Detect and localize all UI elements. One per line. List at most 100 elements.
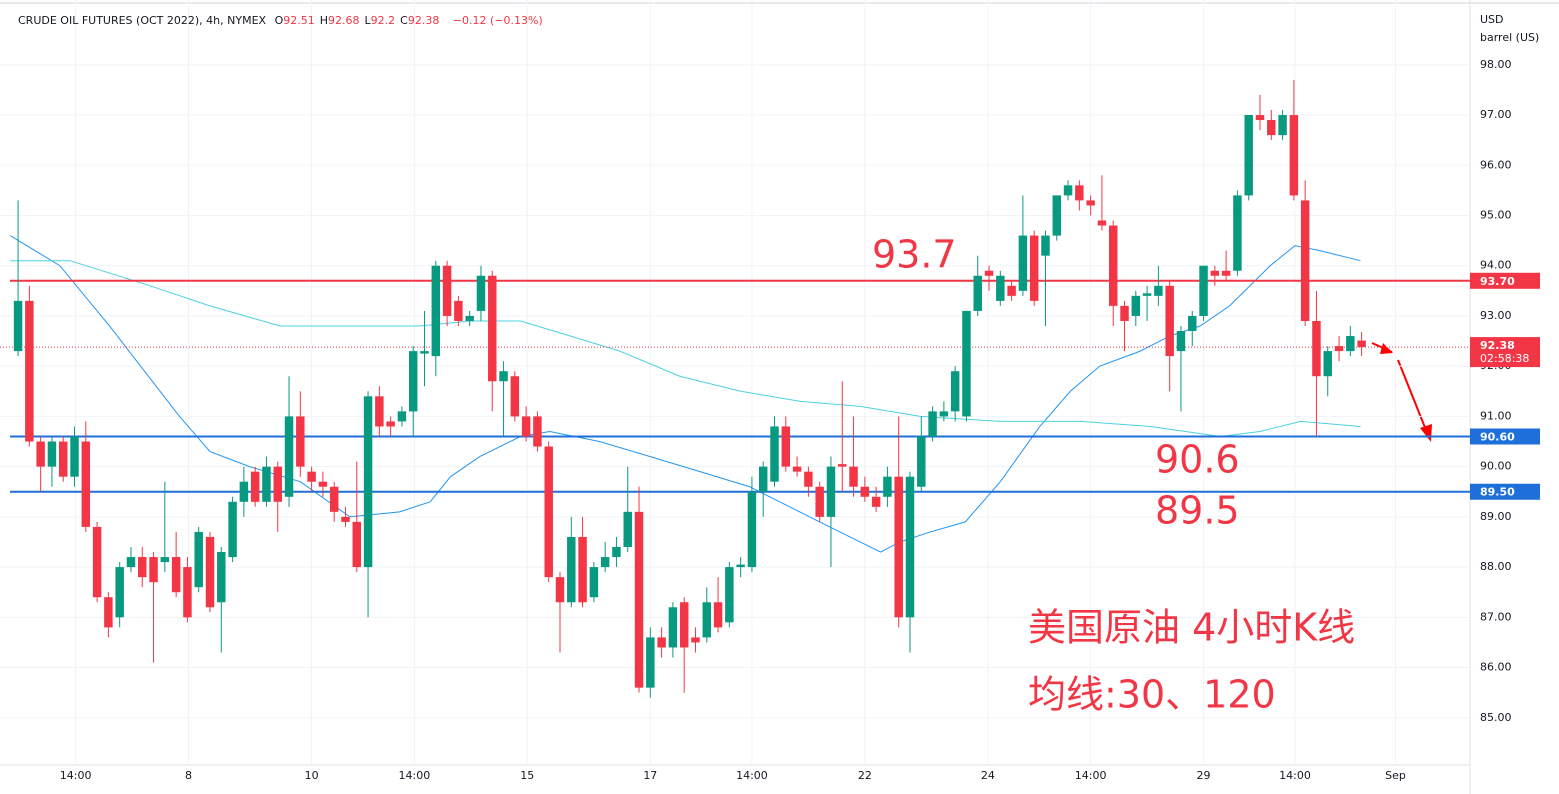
candle-body: [623, 511, 632, 548]
candle-body: [149, 557, 158, 583]
candle-body: [1154, 285, 1163, 296]
candle-body: [770, 426, 779, 482]
candle-body: [465, 315, 474, 321]
candle-body: [826, 466, 836, 517]
candle-body: [318, 481, 328, 487]
arrow-head: [1380, 343, 1393, 354]
candle-body: [996, 275, 1005, 301]
candle-body: [138, 557, 147, 578]
candle-body: [1221, 270, 1231, 276]
candle-body: [499, 371, 508, 382]
candle-body: [917, 436, 926, 487]
candle-body: [736, 564, 745, 568]
candle-body: [905, 476, 915, 618]
y-tick-label: 94.00: [1480, 259, 1512, 272]
candle-body: [115, 567, 124, 618]
candle-body: [962, 310, 971, 417]
candle-body: [1075, 185, 1084, 201]
candle-body: [397, 411, 407, 422]
x-tick-label: 14:00: [60, 769, 92, 782]
level-badge: [1470, 483, 1540, 500]
candle-body: [1052, 195, 1062, 236]
candle-body: [849, 466, 858, 487]
candle-body: [352, 521, 362, 568]
candle-body: [307, 471, 316, 482]
candle-body: [1255, 115, 1265, 121]
ohlc-value: 92.68: [328, 14, 360, 27]
change: −0.12 (−0.13%): [452, 14, 543, 27]
candle-body: [1007, 285, 1016, 296]
y-tick-label: 86.00: [1480, 661, 1512, 674]
candle-body: [781, 426, 791, 467]
candle-body: [668, 607, 678, 648]
arrow-head: [1420, 424, 1432, 442]
x-tick-label: 10: [305, 769, 319, 782]
ohlc-key: C: [400, 14, 408, 27]
candle-body: [1278, 115, 1287, 136]
annotation: 93.7: [872, 233, 957, 277]
candle-body: [92, 526, 102, 598]
candle-body: [1244, 115, 1253, 196]
candle-body: [58, 441, 68, 477]
candle-body: [228, 501, 237, 558]
candle-body: [984, 270, 994, 276]
y-tick-label: 93.00: [1480, 309, 1512, 322]
x-tick-label: 17: [643, 769, 657, 782]
candle-body: [646, 637, 655, 688]
candle-body: [657, 637, 666, 648]
x-tick-label: 14:00: [1279, 769, 1311, 782]
annotation: 90.6: [1155, 438, 1240, 482]
candle-body: [36, 441, 45, 467]
y-tick-label: 97.00: [1480, 108, 1512, 121]
level-badge-label: 93.70: [1480, 275, 1515, 288]
y-tick-label: 95.00: [1480, 208, 1512, 221]
candle-body: [1199, 265, 1208, 316]
candle-body: [205, 536, 215, 608]
candle-body: [544, 446, 553, 578]
candle-body: [725, 567, 734, 623]
x-tick-label: 14:00: [1075, 769, 1107, 782]
candle-body: [939, 411, 949, 417]
candle-body: [239, 481, 249, 502]
candle-body: [341, 516, 350, 522]
candle-body: [1233, 195, 1242, 271]
candle-body: [171, 557, 181, 593]
candle-body: [1108, 225, 1118, 306]
symbol-title: CRUDE OIL FUTURES (OCT 2022), 4h, NYMEX: [18, 14, 267, 27]
y-tick-label: 88.00: [1480, 560, 1512, 573]
unit: barrel (US): [1480, 31, 1539, 44]
candle-body: [1323, 351, 1332, 377]
annotation: 美国原油 4小时K线: [1028, 606, 1355, 650]
candle-body: [838, 464, 847, 467]
level-badge-label: 89.50: [1480, 486, 1515, 499]
ohlc-value: 92.51: [283, 14, 315, 27]
level-badge-label: 90.60: [1480, 430, 1515, 443]
candle-body: [510, 376, 520, 417]
ohlc-value: 92.38: [407, 14, 440, 27]
moving-average: [10, 260, 1361, 438]
candle-body: [1176, 331, 1186, 352]
candle-body: [1300, 200, 1310, 321]
last-price-label: 92.38: [1480, 339, 1515, 352]
candle-body: [612, 547, 621, 558]
candle-body: [973, 275, 982, 311]
currency: USD: [1480, 13, 1504, 26]
y-tick-label: 98.00: [1480, 58, 1512, 71]
candle-body: [1165, 285, 1174, 357]
ohlc-key: L: [364, 14, 371, 27]
x-tick-label: 14:00: [736, 769, 768, 782]
x-tick-label: 8: [185, 769, 192, 782]
candle-body: [1120, 305, 1129, 321]
candle-body: [747, 491, 757, 568]
candle-body: [1041, 235, 1050, 256]
x-tick-label: 15: [520, 769, 534, 782]
candle-body: [431, 265, 441, 357]
candle-body: [928, 411, 937, 437]
candle-body: [13, 300, 23, 352]
candle-body: [476, 275, 486, 311]
ohlc-key: O: [274, 14, 284, 27]
candle-body: [521, 416, 531, 437]
candle-body: [860, 486, 870, 497]
